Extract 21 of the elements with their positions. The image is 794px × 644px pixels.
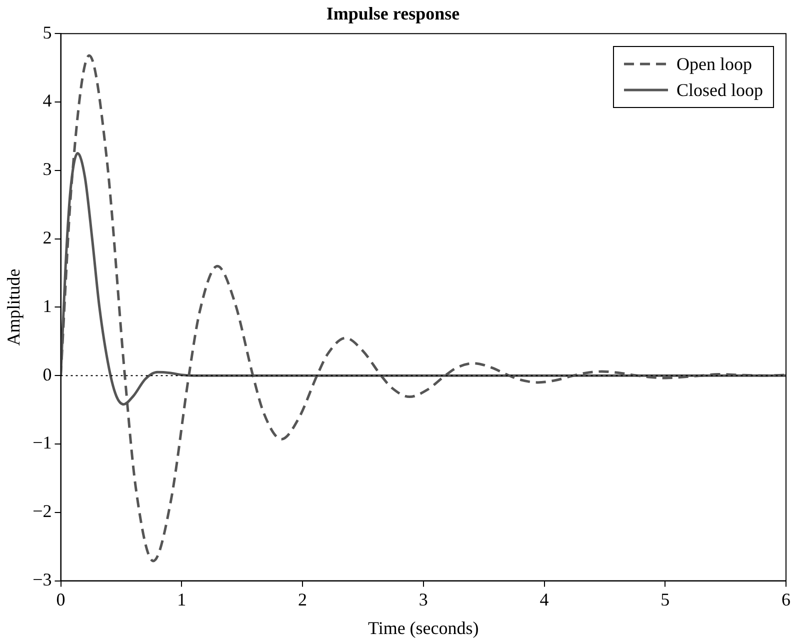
y-tick-label: −2 [32, 501, 52, 522]
y-tick-label: 3 [42, 159, 52, 180]
x-tick-label: 3 [418, 589, 428, 610]
x-tick-label: 2 [298, 589, 307, 610]
x-tick-label: 0 [56, 589, 66, 610]
legend-label: Closed loop [676, 78, 763, 102]
x-tick-label: 6 [782, 589, 790, 610]
legend-label: Open loop [676, 52, 752, 76]
chart-title: Impulse response [326, 3, 460, 24]
y-tick-label: −1 [32, 432, 52, 453]
x-tick-label: 4 [540, 589, 549, 610]
y-tick-label: 0 [42, 364, 52, 384]
x-tick-label: 5 [660, 589, 670, 610]
y-axis-title: Amplitude [4, 268, 24, 346]
x-axis-title: Time (seconds) [368, 618, 479, 638]
y-tick-label: −3 [32, 570, 52, 590]
y-tick-label: 2 [42, 228, 52, 248]
x-tick-label: 1 [177, 589, 186, 610]
y-tick-label: 4 [42, 90, 52, 111]
y-tick-label: 5 [42, 22, 52, 42]
y-tick-label: 1 [42, 296, 52, 316]
